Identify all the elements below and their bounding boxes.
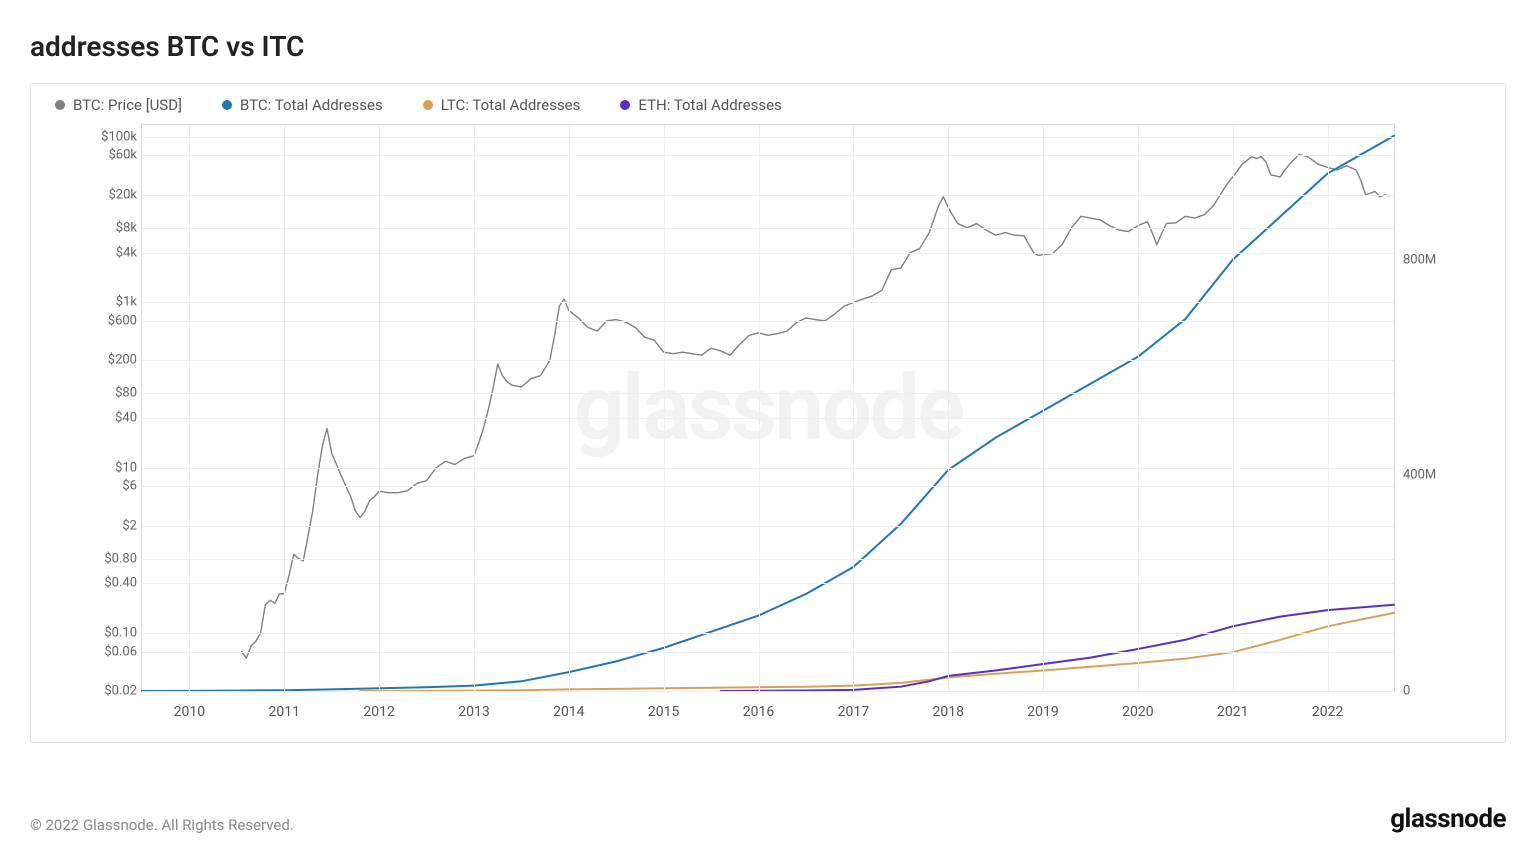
vgridline — [853, 125, 854, 691]
footer: © 2022 Glassnode. All Rights Reserved. g… — [30, 804, 1506, 834]
vgridline — [948, 125, 949, 691]
chart-svg — [142, 125, 1394, 691]
y-tick-left: $0.80 — [104, 551, 137, 566]
y-tick-left: $20k — [108, 187, 137, 202]
y-tick-right: 800M — [1403, 252, 1436, 267]
vgridline — [379, 125, 380, 691]
x-tick: 2018 — [932, 704, 963, 720]
legend-item-eth-addr[interactable]: ETH: Total Addresses — [620, 96, 781, 114]
gridline — [142, 486, 1394, 487]
vgridline — [474, 125, 475, 691]
vgridline — [1328, 125, 1329, 691]
legend-label: ETH: Total Addresses — [638, 96, 781, 114]
gridline — [142, 228, 1394, 229]
gridline — [142, 302, 1394, 303]
y-tick-left: $6 — [122, 479, 137, 494]
x-tick: 2014 — [553, 704, 584, 720]
y-tick-right: 400M — [1403, 468, 1436, 483]
gridline — [142, 393, 1394, 394]
chart-container: BTC: Price [USD] BTC: Total Addresses LT… — [30, 83, 1506, 743]
y-tick-left: $100k — [101, 130, 137, 145]
legend-label: BTC: Total Addresses — [240, 96, 383, 114]
y-tick-left: $200 — [108, 353, 137, 368]
y-tick-left: $80 — [115, 386, 137, 401]
y-tick-left: $60k — [108, 148, 137, 163]
gridline — [142, 137, 1394, 138]
y-tick-left: $0.10 — [104, 626, 137, 641]
gridline — [142, 652, 1394, 653]
y-tick-left: $40 — [115, 411, 137, 426]
y-tick-left: $4k — [116, 245, 137, 260]
gridline — [142, 691, 1394, 692]
legend-item-btc-price[interactable]: BTC: Price [USD] — [55, 96, 182, 114]
copyright-text: © 2022 Glassnode. All Rights Reserved. — [30, 816, 294, 834]
x-tick: 2019 — [1027, 704, 1058, 720]
gridline — [142, 559, 1394, 560]
vgridline — [1138, 125, 1139, 691]
vgridline — [284, 125, 285, 691]
x-tick: 2020 — [1122, 704, 1153, 720]
vgridline — [1233, 125, 1234, 691]
y-tick-right: 0 — [1403, 684, 1410, 699]
vgridline — [1043, 125, 1044, 691]
gridline — [142, 633, 1394, 634]
y-tick-left: $2 — [122, 518, 137, 533]
legend-dot-icon — [55, 100, 65, 110]
gridline — [142, 418, 1394, 419]
x-tick: 2022 — [1312, 704, 1343, 720]
gridline — [142, 526, 1394, 527]
gridline — [142, 155, 1394, 156]
legend-dot-icon — [620, 100, 630, 110]
gridline — [142, 468, 1394, 469]
x-tick: 2021 — [1217, 704, 1248, 720]
vgridline — [759, 125, 760, 691]
x-tick: 2011 — [269, 704, 300, 720]
y-tick-left: $0.06 — [104, 644, 137, 659]
plot-area[interactable]: glassnode — [141, 124, 1395, 692]
legend-label: LTC: Total Addresses — [441, 96, 581, 114]
legend-item-ltc-addr[interactable]: LTC: Total Addresses — [423, 96, 581, 114]
x-tick: 2016 — [743, 704, 774, 720]
brand-logo: glassnode — [1390, 804, 1506, 834]
y-tick-left: $0.02 — [104, 684, 137, 699]
legend-label: BTC: Price [USD] — [73, 96, 182, 114]
y-tick-left: $600 — [108, 313, 137, 328]
y-tick-left: $8k — [116, 220, 137, 235]
legend-item-btc-addr[interactable]: BTC: Total Addresses — [222, 96, 383, 114]
y-tick-left: $0.40 — [104, 576, 137, 591]
gridline — [142, 583, 1394, 584]
x-tick: 2017 — [838, 704, 869, 720]
chart-title: addresses BTC vs ITC — [30, 30, 1506, 63]
gridline — [142, 195, 1394, 196]
gridline — [142, 253, 1394, 254]
legend-dot-icon — [222, 100, 232, 110]
gridline — [142, 321, 1394, 322]
legend: BTC: Price [USD] BTC: Total Addresses LT… — [31, 84, 1505, 118]
gridline — [142, 360, 1394, 361]
vgridline — [664, 125, 665, 691]
legend-dot-icon — [423, 100, 433, 110]
y-tick-left: $1k — [116, 295, 137, 310]
x-tick: 2012 — [363, 704, 394, 720]
x-tick: 2010 — [174, 704, 205, 720]
x-tick: 2013 — [458, 704, 489, 720]
vgridline — [569, 125, 570, 691]
x-tick: 2015 — [648, 704, 679, 720]
vgridline — [189, 125, 190, 691]
y-tick-left: $10 — [115, 460, 137, 475]
